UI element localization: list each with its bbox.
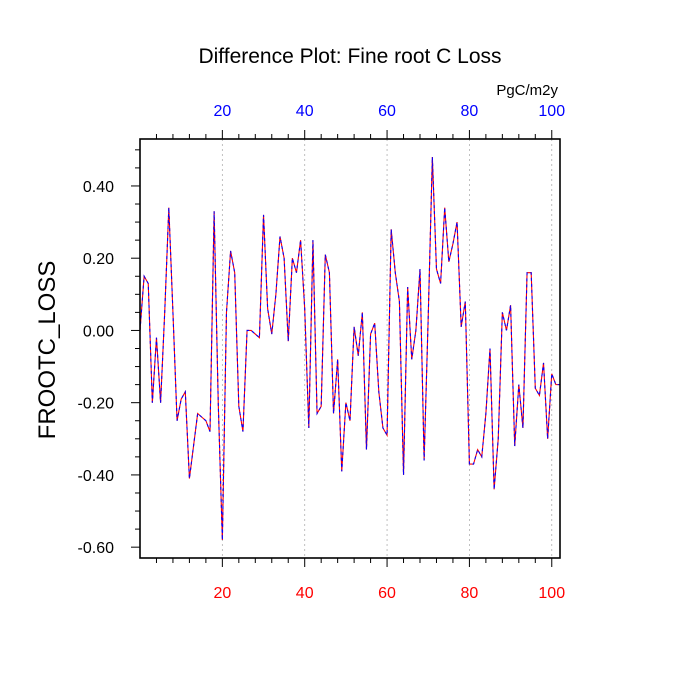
y-tick-label: 0.20 [83, 251, 114, 268]
x-tick-label-bottom: 80 [461, 585, 479, 602]
units-label: PgC/m2y [496, 82, 558, 99]
axis-ticks [131, 130, 553, 567]
x-tick-label-top: 100 [538, 103, 565, 120]
tick-labels: 20 20 40 40 60 60 80 80 100 100 0.40 0.20 0.00 -0.20 -… [78, 103, 566, 602]
x-tick-label-bottom: 60 [378, 585, 396, 602]
x-tick-label-bottom: 100 [538, 585, 565, 602]
series-line-red [139, 157, 560, 540]
x-gridlines [221, 139, 553, 558]
x-tick-label-bottom: 40 [296, 585, 314, 602]
x-tick-label-top: 80 [461, 103, 479, 120]
plot-frame [139, 138, 561, 559]
chart-title: Difference Plot: Fine root C Loss [198, 45, 501, 68]
series-group [139, 157, 560, 540]
x-tick-label-bottom: 20 [213, 585, 231, 602]
y-tick-label: -0.60 [78, 540, 115, 557]
y-tick-label: 0.00 [83, 323, 114, 340]
y-tick-label: -0.40 [78, 468, 115, 485]
y-tick-label: 0.40 [83, 179, 114, 196]
series-line-blue [139, 157, 560, 540]
y-tick-label: -0.20 [78, 396, 115, 413]
x-tick-label-top: 60 [378, 103, 396, 120]
x-tick-label-top: 40 [296, 103, 314, 120]
x-tick-label-top: 20 [213, 103, 231, 120]
y-axis-label: FROOTC_LOSS [34, 261, 61, 440]
